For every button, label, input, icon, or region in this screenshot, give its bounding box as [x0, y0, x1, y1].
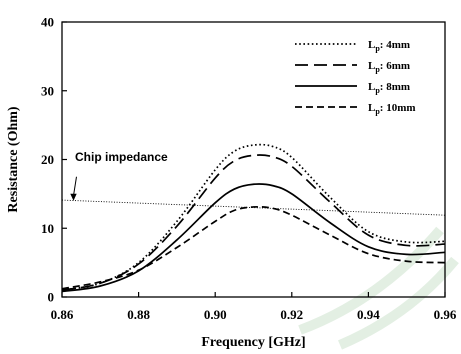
annotation-label: Chip impedance	[75, 150, 168, 164]
y-tick-label: 0	[48, 290, 55, 305]
x-tick-label: 0.88	[127, 307, 150, 322]
y-tick-label: 40	[41, 15, 54, 30]
series-line-1	[61, 143, 446, 291]
x-tick-label: 0.94	[357, 307, 380, 322]
series-line-2	[61, 154, 446, 291]
y-tick-label: 10	[41, 221, 54, 236]
x-axis-title: Frequency [GHz]	[201, 335, 305, 350]
legend-label-4: Lp: 10mm	[368, 102, 416, 116]
series-line-4	[61, 205, 446, 290]
chip-impedance-annotation: Chip impedance	[70, 150, 168, 201]
x-tick-label: 0.92	[280, 307, 303, 322]
watermark-arcs	[298, 226, 459, 350]
y-axis-title: Resistance (Ohm)	[6, 106, 21, 212]
x-tick-label: 0.96	[434, 307, 457, 322]
y-tick-label: 20	[41, 152, 54, 167]
y-tick-label: 30	[41, 83, 54, 98]
legend-label-3: Lp: 8mm	[368, 81, 410, 95]
x-tick-label: 0.90	[204, 307, 227, 322]
x-tick-label: 0.86	[51, 307, 74, 322]
annotation-arrowhead	[70, 193, 77, 201]
annotation-arrow	[72, 176, 77, 196]
legend-label-2: Lp: 6mm	[368, 60, 410, 74]
legend-label-1: Lp: 4mm	[368, 39, 410, 53]
